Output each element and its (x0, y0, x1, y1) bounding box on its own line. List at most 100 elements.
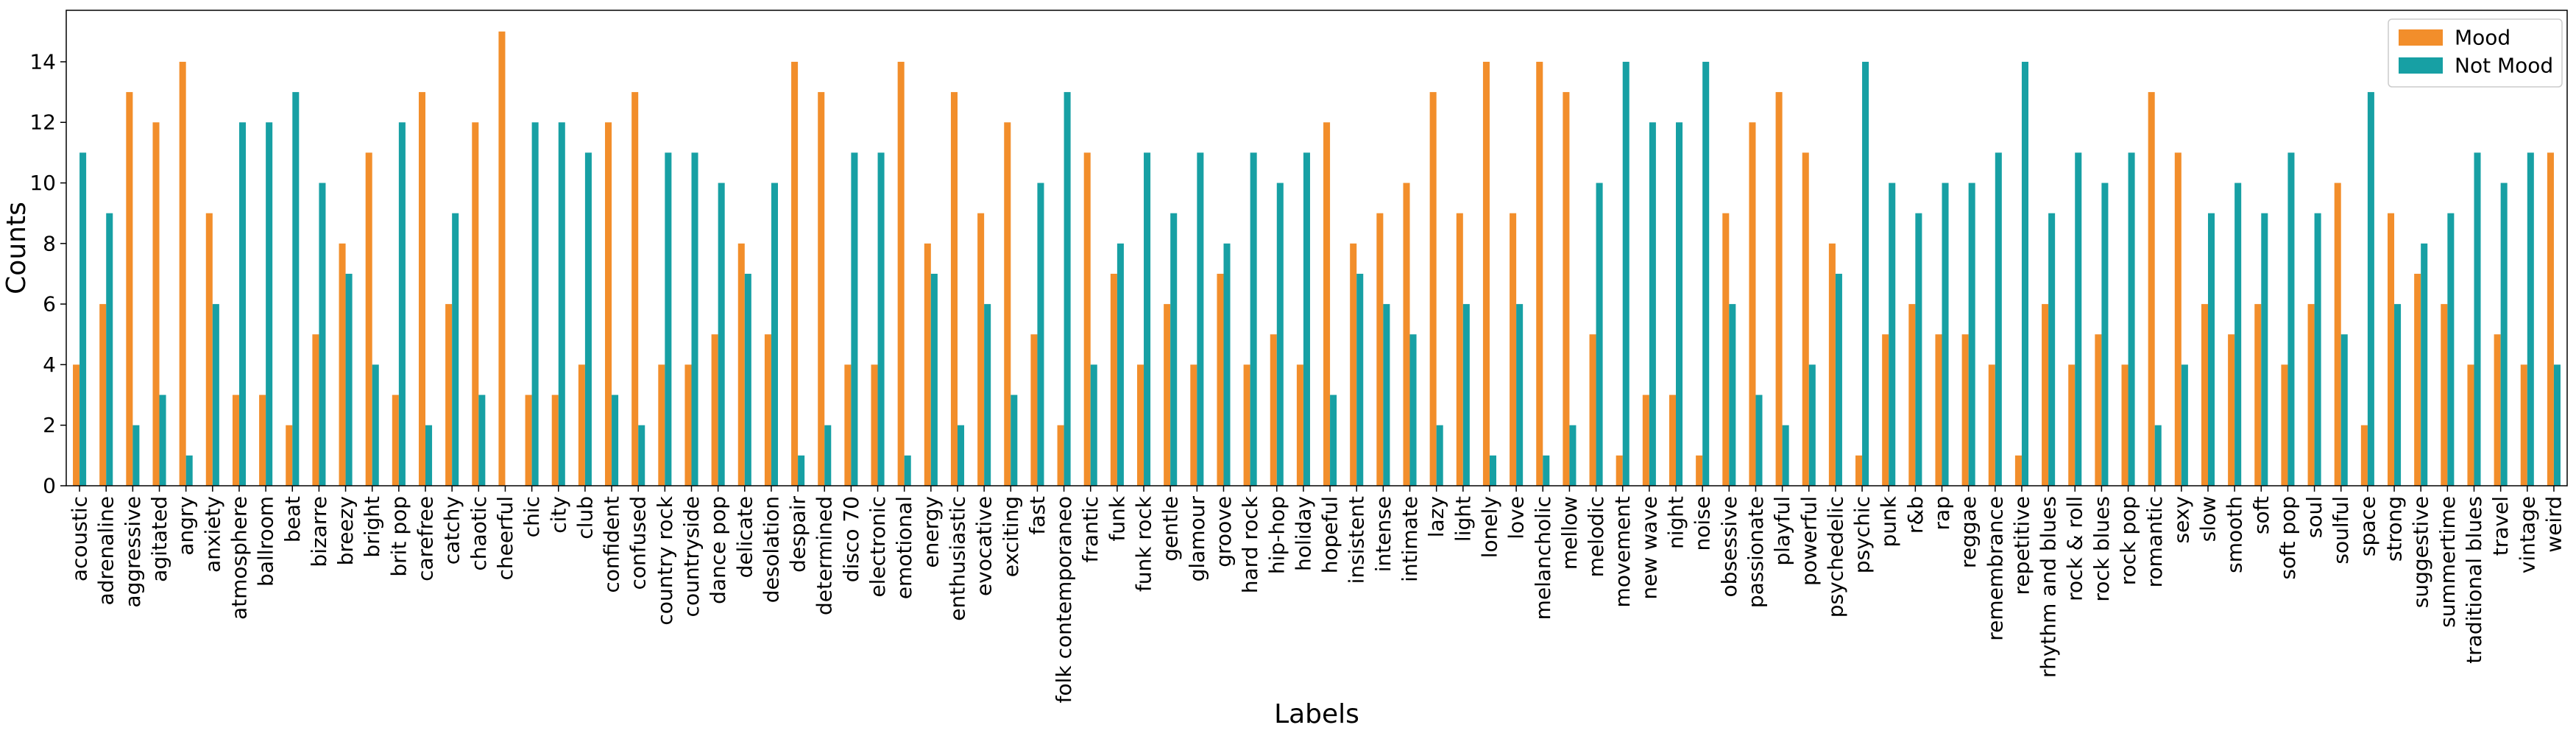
x-tick-label: gentle (1158, 496, 1183, 562)
bar-not-mood-traditional-blues (2474, 152, 2481, 486)
x-tick-label: dance pop (706, 496, 730, 604)
x-tick-label: psychedelic (1823, 496, 1847, 618)
x-tick-label: agitated (147, 496, 171, 582)
bar-mood-despair (791, 61, 799, 486)
bar-not-mood-summertime (2447, 213, 2455, 486)
x-tick-label: hip-hop (1264, 496, 1289, 574)
bar-mood-dance-pop (711, 334, 718, 486)
x-tick-label: bizarre (307, 496, 331, 567)
bar-not-mood-melodic (1596, 183, 1603, 486)
bar-not-mood-atmosphere (238, 122, 247, 486)
bar-not-mood-city (558, 122, 565, 486)
x-tick-label: rock blues (2090, 496, 2114, 602)
x-tick-label: enthusiastic (945, 496, 969, 621)
bar-mood-adrenaline (99, 304, 107, 486)
x-tick-label: reggae (1956, 496, 1981, 568)
bar-mood-fast (1030, 334, 1038, 486)
bar-mood-space (2360, 425, 2368, 486)
x-tick-label: vintage (2515, 496, 2539, 573)
bar-not-mood-enthusiastic (957, 425, 965, 486)
x-tick-label: melodic (1584, 496, 1608, 577)
bar-mood-gentle (1164, 304, 1171, 486)
bar-not-mood-hip-hop (1276, 183, 1284, 486)
bar-mood-passionate (1749, 122, 1756, 486)
bar-mood-bright (365, 152, 372, 486)
x-tick-label: fast (1025, 496, 1050, 535)
x-tick-label: soul (2302, 496, 2326, 538)
bar-not-mood-suggestive (2421, 243, 2428, 486)
bar-mood-sexy (2174, 152, 2182, 486)
bar-not-mood-mellow (1569, 425, 1577, 486)
bar-not-mood-bright (372, 364, 379, 486)
bar-not-mood-light (1462, 304, 1470, 486)
bar-mood-vintage (2520, 364, 2527, 486)
x-tick-label: passionate (1744, 496, 1768, 608)
bar-not-mood-hopeful (1330, 394, 1337, 486)
x-tick-label: despair (786, 496, 810, 573)
bar-mood-confident (605, 122, 612, 486)
bar-mood-punk (1882, 334, 1889, 486)
bar-mood-soul (2307, 304, 2315, 486)
x-tick-label: suggestive (2409, 496, 2433, 608)
bar-mood-melodic (1589, 334, 1596, 486)
legend-swatch-mood (2399, 29, 2443, 46)
bar-mood-bizarre (312, 334, 319, 486)
bar-not-mood-lazy (1436, 425, 1443, 486)
x-tick-label: desolation (759, 496, 783, 603)
bar-not-mood-anxiety (212, 304, 219, 486)
x-tick-label: ballroom (254, 496, 278, 587)
bar-mood-folk-contemporaneo (1057, 425, 1064, 486)
x-tick-label: angry (174, 496, 198, 556)
bar-not-mood-frantic (1090, 364, 1097, 486)
bar-not-mood-psychedelic (1835, 273, 1842, 486)
bar-mood-frantic (1083, 152, 1091, 486)
bar-not-mood-soul (2314, 213, 2321, 486)
bar-not-mood-rock-blues (2101, 183, 2109, 486)
x-tick-label: rock & roll (2063, 496, 2087, 601)
x-tick-label: bright (360, 496, 384, 558)
bar-mood-carefree (418, 92, 426, 486)
bar-not-mood-brit-pop (398, 122, 406, 486)
bar-not-mood-rock-roll (2075, 152, 2082, 486)
x-tick-label: cheerful (493, 496, 517, 581)
x-tick-label: breezy (333, 496, 358, 565)
x-tick-label: frantic (1078, 496, 1103, 562)
bar-mood-traditional-blues (2467, 364, 2474, 486)
bar-not-mood-powerful (1808, 364, 1816, 486)
bar-mood-obsessive (1722, 213, 1730, 486)
bar-mood-mellow (1563, 92, 1570, 486)
x-tick-label: rap (1930, 496, 1954, 530)
bar-not-mood-countryside (691, 152, 698, 486)
x-tick-label: smooth (2223, 496, 2247, 573)
bar-mood-r-b (1908, 304, 1916, 486)
bar-not-mood-insistent (1356, 273, 1364, 486)
x-tick-label: chaotic (467, 496, 491, 571)
bar-not-mood-repetitive (2021, 61, 2028, 486)
x-tick-label: folk contemporaneo (1052, 496, 1076, 703)
bar-not-mood-psychic (1862, 61, 1869, 486)
bar-mood-club (578, 364, 585, 486)
bar-not-mood-reggae (1968, 183, 1975, 486)
y-axis-label: Counts (1, 202, 32, 294)
bar-not-mood-night (1676, 122, 1683, 486)
bar-mood-remembrance (1988, 364, 1995, 486)
x-tick-label: confused (626, 496, 651, 590)
bar-mood-acoustic (73, 364, 80, 486)
bar-mood-soft-pop (2281, 364, 2288, 486)
bar-not-mood-folk-contemporaneo (1064, 92, 1071, 486)
bar-mood-playful (1775, 92, 1783, 486)
bar-mood-funk-rock (1136, 364, 1144, 486)
x-tick-label: carefree (414, 496, 438, 581)
bar-not-mood-disco-70 (851, 152, 858, 486)
bar-mood-rock-blues (2095, 334, 2102, 486)
x-tick-label: mellow (1557, 496, 1582, 570)
bar-not-mood-rhythm-and-blues (2048, 213, 2056, 486)
x-tick-label: emotional (892, 496, 916, 599)
bar-not-mood-vintage (2527, 152, 2534, 486)
bar-mood-beat (286, 425, 293, 486)
y-tick-label: 10 (29, 171, 56, 195)
bar-not-mood-remembrance (1995, 152, 2002, 486)
bar-mood-breezy (339, 243, 346, 486)
bar-mood-rock-pop (2121, 364, 2129, 486)
x-tick-label: intimate (1398, 496, 1422, 582)
